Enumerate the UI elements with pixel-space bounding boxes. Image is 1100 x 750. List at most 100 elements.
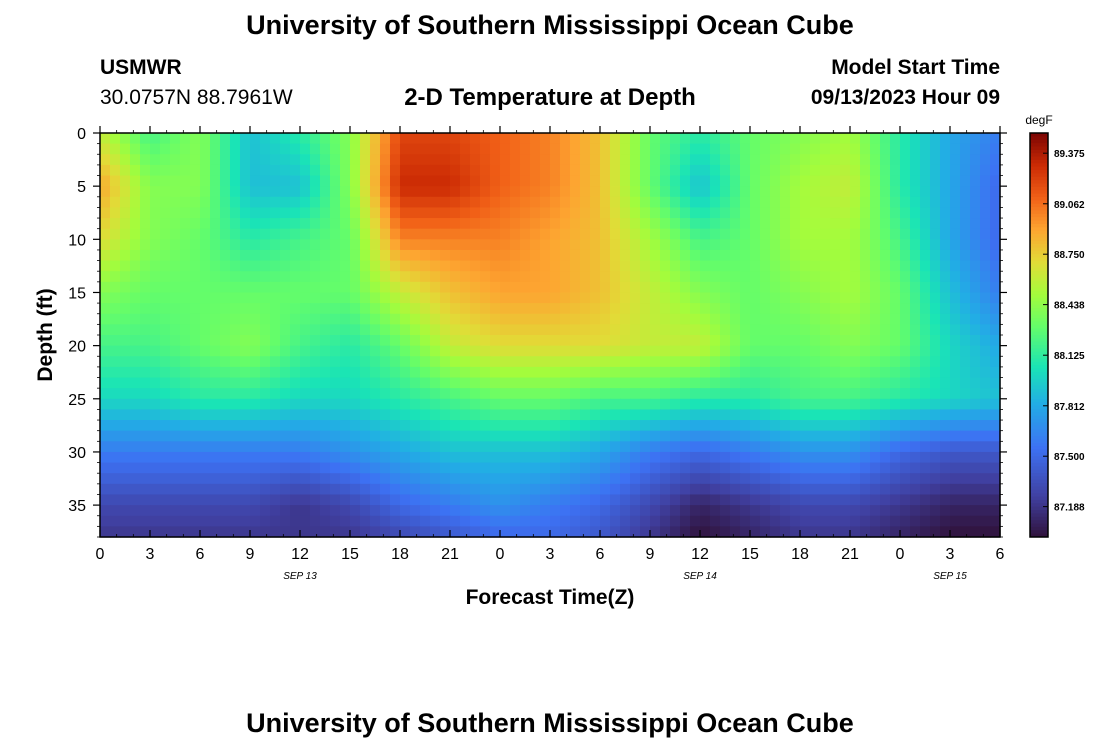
heatmap-cell — [870, 441, 881, 453]
heatmap-cell — [810, 515, 821, 527]
heatmap-cell — [690, 526, 701, 538]
heatmap-cell — [890, 292, 901, 304]
heatmap-cell — [700, 196, 711, 209]
heatmap-cell — [800, 292, 811, 304]
heatmap-cell — [500, 207, 511, 219]
heatmap-cell — [530, 143, 541, 155]
heatmap-cell — [120, 345, 131, 357]
heatmap-cell — [280, 239, 291, 251]
heatmap-cell — [390, 164, 401, 177]
heatmap-cell — [960, 207, 971, 219]
heatmap-cell — [970, 175, 981, 187]
colorbar-segment — [1030, 297, 1048, 302]
heatmap-cell — [340, 228, 351, 240]
heatmap-cell — [170, 292, 181, 304]
heatmap-cell — [820, 441, 831, 453]
heatmap-cell — [190, 228, 201, 240]
colorbar-segment — [1030, 166, 1048, 171]
heatmap-cell — [990, 335, 1001, 347]
heatmap-cell — [930, 398, 941, 411]
heatmap-cell — [130, 451, 141, 464]
heatmap-cell — [370, 133, 381, 145]
heatmap-cell — [950, 420, 961, 432]
heatmap-cell — [900, 228, 911, 240]
heatmap-cell — [450, 154, 461, 166]
heatmap-cell — [750, 505, 761, 517]
heatmap-cell — [180, 196, 191, 209]
heatmap-cell — [390, 218, 401, 230]
heatmap-cell — [810, 335, 821, 347]
heatmap-cell — [610, 377, 621, 389]
heatmap-cell — [450, 324, 461, 336]
heatmap-cell — [360, 313, 371, 325]
heatmap-cell — [550, 377, 561, 389]
heatmap-cell — [800, 515, 811, 527]
heatmap-cell — [810, 175, 821, 187]
heatmap-cell — [180, 494, 191, 506]
heatmap-cell — [180, 186, 191, 198]
heatmap-cell — [370, 505, 381, 517]
heatmap-cell — [230, 154, 241, 166]
heatmap-cell — [720, 228, 731, 240]
heatmap-cell — [360, 228, 371, 240]
heatmap-cell — [710, 398, 721, 411]
heatmap-cell — [330, 292, 341, 304]
heatmap-cell — [770, 366, 781, 379]
heatmap-cell — [950, 494, 961, 506]
heatmap-cell — [220, 430, 231, 442]
heatmap-cell — [660, 303, 671, 315]
heatmap-cell — [150, 335, 161, 347]
heatmap-cell — [860, 335, 871, 347]
heatmap-cell — [490, 303, 501, 315]
heatmap-cell — [380, 494, 391, 506]
heatmap-cell — [690, 239, 701, 251]
heatmap-cell — [530, 409, 541, 421]
heatmap-cell — [240, 324, 251, 336]
heatmap-cell — [800, 249, 811, 262]
heatmap-cell — [510, 505, 521, 517]
heatmap-cell — [750, 154, 761, 166]
heatmap-cell — [980, 494, 991, 506]
heatmap-cell — [480, 313, 491, 325]
heatmap-cell — [200, 164, 211, 177]
heatmap-cell — [870, 281, 881, 294]
heatmap-cell — [280, 292, 291, 304]
heatmap-cell — [640, 218, 651, 230]
heatmap-cell — [370, 207, 381, 219]
heatmap-cell — [150, 292, 161, 304]
heatmap-cell — [140, 366, 151, 379]
heatmap-cell — [350, 207, 361, 219]
heatmap-cell — [770, 420, 781, 432]
heatmap-cell — [230, 303, 241, 315]
heatmap-cell — [490, 292, 501, 304]
heatmap-cell — [520, 271, 531, 283]
heatmap-cell — [120, 398, 131, 411]
heatmap-cell — [280, 260, 291, 272]
heatmap-cell — [260, 281, 271, 294]
heatmap-cell — [960, 526, 971, 538]
heatmap-cell — [490, 483, 501, 496]
heatmap-cell — [860, 218, 871, 230]
colorbar-segment — [1030, 277, 1048, 282]
heatmap-cell — [600, 515, 611, 527]
heatmap-cell — [750, 207, 761, 219]
heatmap-cell — [130, 196, 141, 209]
colorbar-segment — [1030, 506, 1048, 511]
heatmap-cell — [110, 249, 121, 262]
heatmap-cell — [910, 239, 921, 251]
heatmap-cell — [480, 526, 491, 538]
colorbar-tick-label: 87.812 — [1054, 402, 1085, 413]
heatmap-cell — [890, 483, 901, 496]
heatmap-cell — [740, 430, 751, 442]
heatmap-cell — [570, 366, 581, 379]
heatmap-cell — [800, 335, 811, 347]
heatmap-cell — [830, 228, 841, 240]
heatmap-cell — [970, 324, 981, 336]
heatmap-cell — [750, 515, 761, 527]
heatmap-cell — [580, 143, 591, 155]
colorbar-segment — [1030, 462, 1048, 467]
heatmap-cell — [600, 313, 611, 325]
heatmap-cell — [270, 303, 281, 315]
heatmap-cell — [720, 143, 731, 155]
heatmap-cell — [170, 494, 181, 506]
